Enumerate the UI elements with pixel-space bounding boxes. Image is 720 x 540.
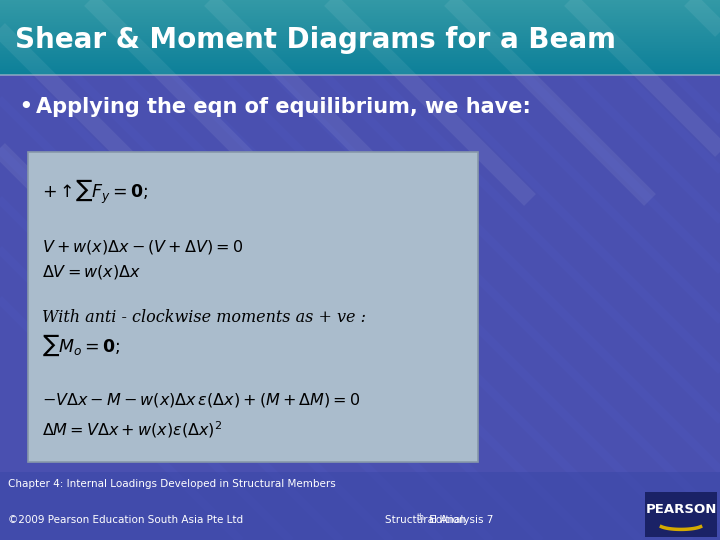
Text: Shear & Moment Diagrams for a Beam: Shear & Moment Diagrams for a Beam — [15, 25, 616, 53]
Bar — [0, 3, 720, 4]
Bar — [0, 63, 720, 64]
Bar — [0, 22, 720, 23]
Bar — [28, 152, 478, 462]
Bar — [0, 47, 720, 48]
Bar — [0, 21, 720, 22]
Text: Chapter 4: Internal Loadings Developed in Structural Members: Chapter 4: Internal Loadings Developed i… — [8, 479, 336, 489]
Bar — [0, 30, 720, 31]
Bar — [645, 492, 717, 537]
Bar — [0, 19, 720, 20]
Bar — [0, 28, 720, 29]
Text: ©2009 Pearson Education South Asia Pte Ltd: ©2009 Pearson Education South Asia Pte L… — [8, 515, 243, 525]
Bar — [0, 55, 720, 56]
Bar — [0, 59, 720, 60]
Bar — [0, 69, 720, 70]
Text: Edition: Edition — [426, 515, 466, 525]
Text: $+\uparrow\!\sum F_y = \mathbf{0};$: $+\uparrow\!\sum F_y = \mathbf{0};$ — [42, 178, 148, 206]
Bar — [0, 54, 720, 55]
Text: Structural Analysis 7: Structural Analysis 7 — [385, 515, 493, 525]
Bar — [0, 61, 720, 62]
Bar — [0, 10, 720, 11]
Bar — [0, 48, 720, 49]
Bar — [0, 38, 720, 39]
Bar — [0, 57, 720, 58]
Bar — [0, 12, 720, 13]
Bar — [0, 27, 720, 28]
Bar — [0, 44, 720, 45]
Bar — [0, 45, 720, 46]
Text: $-V\Delta x - M - w(x)\Delta x\,\varepsilon(\Delta x) + (M + \Delta M) = 0$: $-V\Delta x - M - w(x)\Delta x\,\varepsi… — [42, 391, 361, 409]
Bar — [0, 6, 720, 7]
Bar — [0, 74, 720, 76]
Bar — [0, 26, 720, 27]
Bar — [0, 2, 720, 3]
Bar — [0, 43, 720, 44]
Bar — [0, 66, 720, 67]
Bar — [0, 71, 720, 72]
Bar — [0, 24, 720, 25]
Bar — [0, 31, 720, 32]
Bar — [0, 73, 720, 74]
Bar — [0, 18, 720, 19]
Bar — [0, 70, 720, 71]
Bar — [0, 20, 720, 21]
Bar — [0, 4, 720, 5]
Bar — [0, 41, 720, 42]
Bar — [0, 50, 720, 51]
Bar — [0, 72, 720, 73]
Bar — [0, 53, 720, 54]
Text: Applying the eqn of equilibrium, we have:: Applying the eqn of equilibrium, we have… — [36, 97, 531, 117]
Bar — [0, 23, 720, 24]
Text: th: th — [416, 512, 425, 522]
Bar — [0, 17, 720, 18]
Text: $\sum M_o = \mathbf{0};$: $\sum M_o = \mathbf{0};$ — [42, 332, 121, 357]
Text: $\Delta V = w(x)\Delta x$: $\Delta V = w(x)\Delta x$ — [42, 263, 141, 281]
Bar — [0, 33, 720, 34]
Bar — [0, 8, 720, 9]
Bar — [0, 67, 720, 68]
Text: $\Delta M = V\Delta x + w(x)\varepsilon(\Delta x)^2$: $\Delta M = V\Delta x + w(x)\varepsilon(… — [42, 420, 222, 440]
Bar — [0, 29, 720, 30]
Bar — [0, 11, 720, 12]
Bar — [0, 1, 720, 2]
Text: PEARSON: PEARSON — [645, 503, 716, 516]
Bar — [0, 5, 720, 6]
Bar — [0, 64, 720, 65]
Bar — [0, 49, 720, 50]
Bar — [0, 52, 720, 53]
Bar — [0, 68, 720, 69]
Bar — [0, 42, 720, 43]
Bar — [0, 60, 720, 61]
Bar — [0, 46, 720, 47]
Bar — [0, 9, 720, 10]
Bar — [0, 34, 720, 35]
Bar — [0, 16, 720, 17]
Bar — [0, 40, 720, 41]
Bar — [0, 25, 720, 26]
Text: •: • — [18, 95, 32, 119]
Bar — [0, 74, 720, 75]
Bar — [0, 58, 720, 59]
Bar — [0, 56, 720, 57]
Bar — [0, 39, 720, 40]
Bar — [0, 32, 720, 33]
Text: With anti - clockwise moments as + ve :: With anti - clockwise moments as + ve : — [42, 308, 366, 326]
Bar — [0, 51, 720, 52]
Bar — [0, 14, 720, 15]
Bar — [0, 35, 720, 36]
Bar — [0, 0, 720, 1]
Bar — [0, 65, 720, 66]
Bar — [0, 62, 720, 63]
Bar — [0, 37, 720, 38]
Bar — [0, 15, 720, 16]
Bar — [0, 13, 720, 14]
Text: $V + w(x)\Delta x - (V + \Delta V) = 0$: $V + w(x)\Delta x - (V + \Delta V) = 0$ — [42, 238, 243, 256]
Bar — [0, 472, 720, 540]
Bar — [0, 7, 720, 8]
Bar — [0, 36, 720, 37]
